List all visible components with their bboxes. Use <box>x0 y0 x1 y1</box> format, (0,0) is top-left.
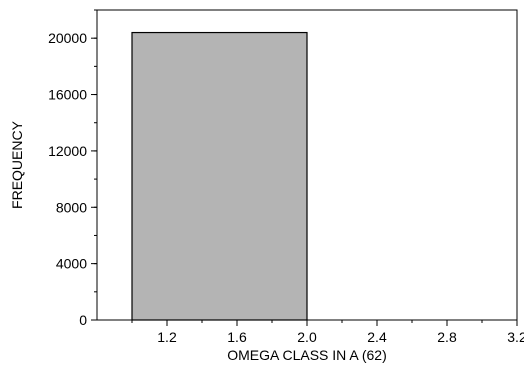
x-tick-label: 1.2 <box>157 329 177 345</box>
x-tick-label: 2.8 <box>437 329 457 345</box>
y-tick-label: 0 <box>79 312 87 328</box>
y-tick-label: 8000 <box>56 199 87 215</box>
x-tick-label: 3.2 <box>507 329 524 345</box>
y-tick-label: 4000 <box>56 256 87 272</box>
y-tick-label: 12000 <box>48 143 87 159</box>
y-tick-label: 20000 <box>48 30 87 46</box>
x-tick-label: 2.4 <box>367 329 387 345</box>
histogram-bar-1 <box>131 31 308 321</box>
x-tick-label: 2.0 <box>297 329 317 345</box>
x-tick-label: 1.6 <box>227 329 247 345</box>
y-axis-label: FREQUENCY <box>9 120 25 209</box>
x-axis-label: OMEGA CLASS IN A (62) <box>227 347 387 363</box>
y-tick-label: 16000 <box>48 87 87 103</box>
